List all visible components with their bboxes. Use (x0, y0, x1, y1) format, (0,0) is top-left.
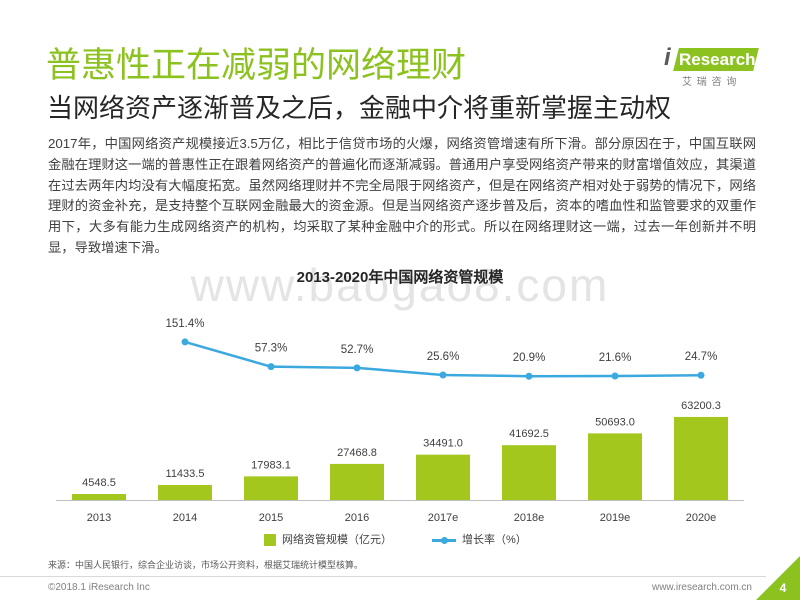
body-paragraph: 2017年，中国网络资产规模接近3.5万亿，相比于信贷市场的火爆，网络资管增速有… (48, 134, 756, 259)
growth-rate-label: 151.4% (165, 318, 204, 330)
footer-website: www.iresearch.com.cn (651, 582, 752, 593)
slide-subtitle: 当网络资产逐渐普及之后，金融中介将重新掌握主动权 (47, 93, 672, 123)
growth-rate-point (439, 371, 447, 379)
page-number: 4 (779, 581, 787, 595)
bar-value-label: 11433.5 (166, 468, 205, 480)
x-tick-label: 2016 (345, 512, 369, 524)
x-tick-label: 2020e (686, 512, 717, 524)
bar-value-label: 4548.5 (82, 477, 116, 489)
watermark: www.baogao8.com (190, 259, 610, 311)
x-tick-label: 2018e (514, 512, 545, 524)
growth-rate-point (525, 372, 533, 380)
footer-divider (0, 576, 766, 577)
legend-bar-label: 网络资管规模（亿元） (282, 534, 392, 546)
combo-chart: 4548.5 2013 11433.5 2014 17983.1 2015 27468.8 2… (56, 318, 744, 524)
bar-value-label: 17983.1 (251, 459, 291, 471)
growth-rate-point (353, 364, 361, 372)
paragraph-line: 2017年，中国网络资产规模接近3.5万亿，相比于信贷市场的火爆，网络资管增速有… (48, 136, 756, 151)
paragraph-line: 理财的资金补充，是支持整个互联网金融最大的资金源。但是当网络资产逐步普及后，资本… (48, 198, 756, 214)
legend-line-marker (440, 536, 448, 544)
slide-title: 普惠性正在减弱的网络理财 (46, 46, 467, 85)
growth-rate-point (267, 363, 275, 371)
page-number-badge (756, 556, 800, 600)
logo-letter-i: i (664, 44, 671, 71)
growth-rate-point (611, 372, 619, 380)
paragraph-line: 金融在理财这一端的普惠性正在跟着网络资产的普遍化而逐渐减弱。普通用户享受网络资产… (48, 156, 756, 172)
bar-2016 (330, 463, 384, 500)
bar-2018e (502, 445, 556, 500)
bar-value-label: 34491.0 (423, 438, 463, 450)
growth-rate-label: 52.7% (341, 344, 374, 356)
logo-chinese-name: 艾 瑞 咨 询 (682, 77, 738, 88)
growth-rate-label: 57.3% (255, 343, 288, 355)
growth-rate-label: 21.6% (599, 352, 632, 364)
legend-line-label: 增长率（%） (462, 534, 527, 546)
chart-title: 2013-2020年中国网络资管规模 (296, 269, 504, 286)
bar-2017e (416, 454, 470, 500)
bar-value-label: 50693.0 (595, 416, 635, 428)
bar-2020e (674, 416, 728, 500)
bar-value-label: 41692.5 (509, 428, 549, 440)
footer-copyright: ©2018.1 iResearch Inc (48, 582, 150, 593)
bar-2014 (158, 484, 212, 500)
paragraph-line: 用下，大多有能力生成网络资产的机构，均采取了某种金融中介的形式。所以在网络理财这… (48, 219, 756, 235)
legend-bar-swatch (264, 534, 276, 546)
bar-2019e (588, 433, 642, 500)
x-tick-label: 2017e (428, 512, 459, 524)
growth-rate-point (697, 371, 705, 379)
x-tick-label: 2014 (173, 512, 197, 524)
growth-rate-label: 20.9% (513, 352, 546, 364)
bar-2013 (72, 494, 126, 500)
x-tick-label: 2013 (87, 512, 111, 524)
bar-value-label: 27468.8 (337, 447, 377, 459)
x-tick-label: 2015 (259, 512, 283, 524)
logo-wordmark: Research (679, 50, 756, 69)
paragraph-line: 在过去两年内均没有大幅度拓宽。虽然网络理财并不完全局限于网络资产，但是在网络资产… (48, 177, 756, 193)
bar-2015 (244, 476, 298, 500)
source-note: 来源：中国人民银行，综合企业访谈，市场公开资料，根据艾瑞统计模型核算。 (48, 560, 364, 570)
x-tick-label: 2019e (600, 512, 631, 524)
growth-rate-point (181, 338, 189, 346)
bar-value-label: 63200.3 (681, 400, 721, 412)
paragraph-line: 显，导致增速下滑。 (48, 239, 168, 255)
page-badge-triangle (756, 556, 800, 600)
growth-rate-label: 24.7% (685, 351, 718, 363)
growth-rate-label: 25.6% (427, 351, 460, 363)
iresearch-logo: i Research 艾 瑞 咨 询 (660, 42, 760, 92)
